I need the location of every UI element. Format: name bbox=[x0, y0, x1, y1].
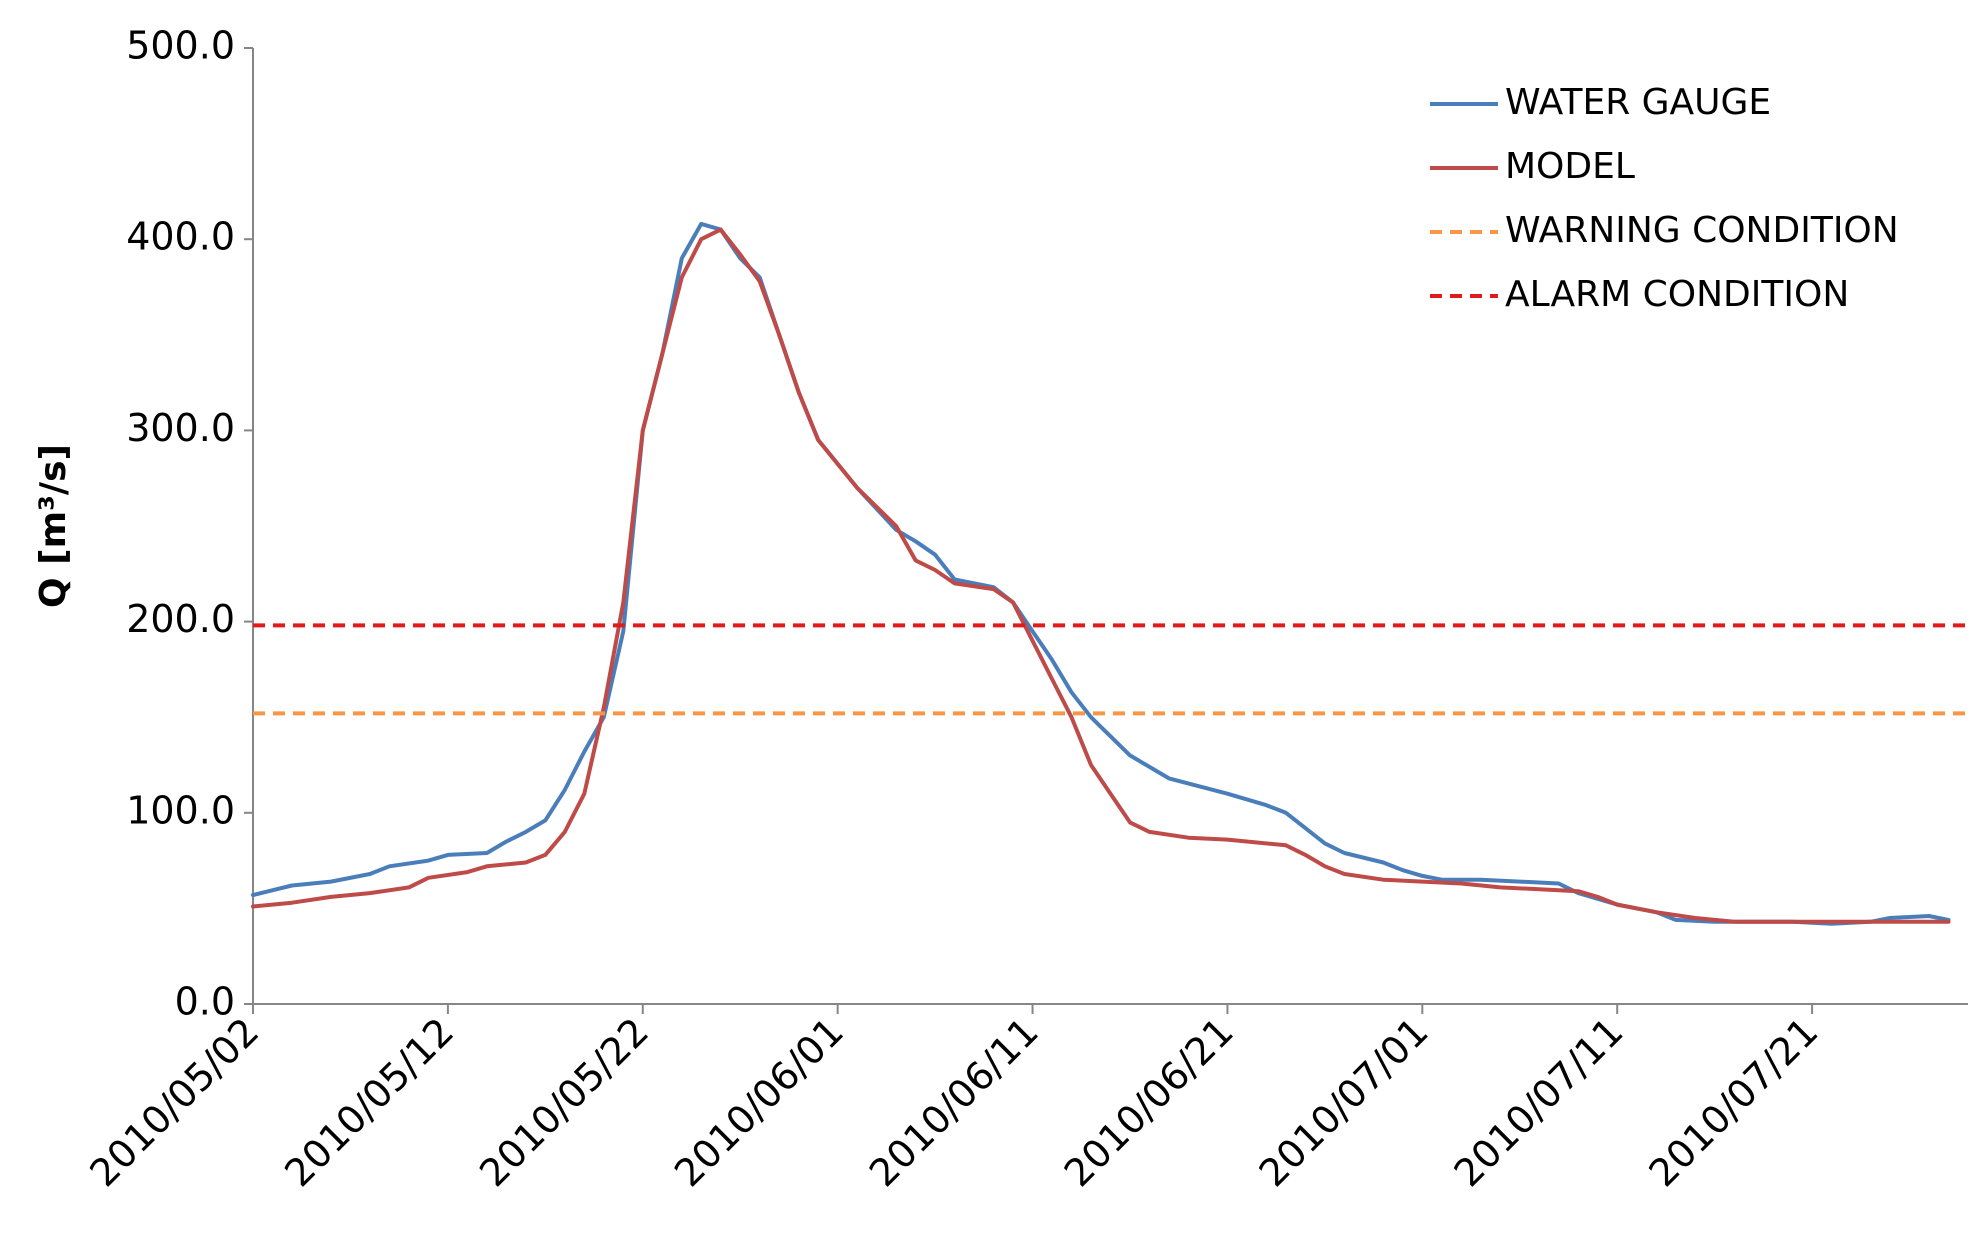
x-tick-label: 2010/06/01 bbox=[666, 1009, 852, 1195]
y-tick-label: 400.0 bbox=[126, 215, 235, 259]
series-line-water-gauge bbox=[251, 221, 1951, 926]
legend-label: MODEL bbox=[1505, 146, 1635, 187]
y-ticks: 0.0 100.0 200.0 300.0 400.0 500.0 bbox=[126, 24, 253, 1024]
legend-label: WATER GAUGE bbox=[1505, 82, 1771, 123]
series-layer bbox=[251, 221, 1968, 926]
x-ticks: 2010/05/02 2010/05/12 2010/05/22 2010/06/01… bbox=[81, 1004, 1826, 1195]
y-tick-label: 0.0 bbox=[175, 980, 235, 1024]
x-tick-label: 2010/06/11 bbox=[861, 1009, 1047, 1195]
series-line-model bbox=[251, 227, 1951, 924]
x-tick-label: 2010/07/11 bbox=[1446, 1009, 1632, 1195]
x-tick-label: 2010/05/22 bbox=[471, 1009, 657, 1195]
legend: WATER GAUGE MODEL WARNING CONDITION ALARM C… bbox=[1430, 82, 1899, 315]
legend-label: WARNING CONDITION bbox=[1505, 210, 1899, 251]
y-tick-label: 300.0 bbox=[126, 406, 235, 450]
x-tick-label: 2010/07/01 bbox=[1251, 1009, 1437, 1195]
y-tick-label: 200.0 bbox=[126, 597, 235, 641]
x-tick-label: 2010/05/12 bbox=[276, 1009, 462, 1195]
axes bbox=[252, 48, 1968, 1005]
y-tick-label: 100.0 bbox=[126, 788, 235, 832]
y-axis-title: Q [m³/s] bbox=[33, 444, 74, 608]
y-tick-label: 500.0 bbox=[126, 24, 235, 68]
legend-label: ALARM CONDITION bbox=[1505, 274, 1849, 315]
x-tick-label: 2010/06/21 bbox=[1056, 1009, 1242, 1195]
x-tick-label: 2010/05/02 bbox=[81, 1009, 267, 1195]
x-tick-label: 2010/07/21 bbox=[1640, 1009, 1826, 1195]
